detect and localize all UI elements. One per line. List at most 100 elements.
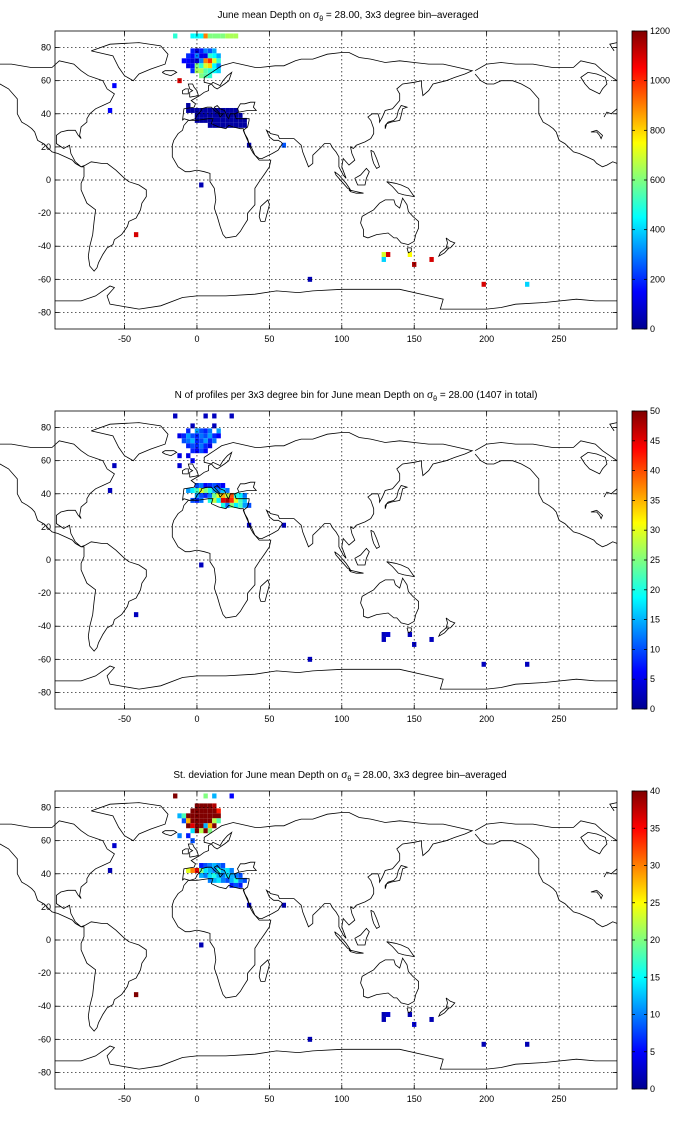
- colorbar-tick-label: 200: [650, 274, 665, 284]
- bin-cell: [207, 492, 213, 498]
- bin-cell: [190, 838, 195, 844]
- bin-cell: [216, 808, 221, 814]
- bin-cell: [190, 813, 195, 819]
- bin-cell: [173, 33, 178, 39]
- coastline-segment: [354, 167, 370, 186]
- x-tick-label: 150: [407, 714, 422, 724]
- bin-cell: [212, 823, 217, 829]
- bin-cell: [220, 497, 226, 503]
- bin-cell: [186, 813, 191, 819]
- bin-cell: [186, 833, 191, 839]
- bin-cell: [216, 33, 221, 39]
- bin-cell: [242, 877, 247, 883]
- bin-cell: [381, 636, 386, 642]
- bin-cell: [194, 48, 200, 54]
- bin-cell: [238, 872, 243, 878]
- y-tick-label: 80: [41, 423, 51, 433]
- bin-cell: [225, 117, 230, 123]
- coastline-segment: [55, 285, 617, 310]
- bin-cell: [207, 433, 213, 439]
- coastline-segment: [406, 627, 412, 634]
- bin-cell: [229, 867, 234, 873]
- coastline-segment: [0, 820, 147, 1032]
- bin-cell: [233, 872, 239, 878]
- bin-cell: [186, 438, 191, 444]
- coastline-segment: [171, 118, 272, 239]
- bin-cell: [525, 1041, 530, 1047]
- map-panel-st-deviation: St. deviation for June mean Depth on σθ …: [0, 770, 660, 1104]
- x-tick-label: 200: [479, 1094, 494, 1104]
- bin-cell: [199, 823, 204, 829]
- bin-cell: [225, 492, 230, 498]
- x-axis-ticks: -50 0 50 100 150 200 250: [118, 791, 567, 1104]
- bin-cell: [203, 73, 208, 79]
- bin-cell: [203, 443, 208, 449]
- bin-cell: [203, 793, 208, 799]
- bin-cell: [186, 487, 191, 493]
- bin-cell: [381, 1016, 386, 1022]
- bin-cell: [242, 497, 247, 503]
- coastline-segment: [590, 129, 603, 140]
- colorbar-tick-label: 800: [650, 125, 665, 135]
- bin-cell: [199, 562, 204, 568]
- x-tick-label: 0: [194, 1094, 199, 1104]
- bin-cell: [207, 872, 213, 878]
- bin-cell: [186, 433, 191, 439]
- bin-cell: [203, 63, 208, 69]
- coastline-segment: [258, 199, 270, 222]
- bin-cell: [225, 107, 230, 113]
- bin-cell: [199, 808, 204, 814]
- coastline-segment: [360, 957, 419, 1006]
- colorbar-tick-label: 5: [650, 1047, 655, 1057]
- colorbar-tick-label: 25: [650, 555, 660, 565]
- y-tick-label: -80: [38, 687, 51, 697]
- bin-cell: [212, 117, 217, 123]
- bin-cell: [181, 433, 187, 439]
- coastline-segment: [334, 931, 351, 951]
- coastline-segment: [91, 42, 169, 82]
- bin-cell: [212, 53, 217, 59]
- bin-cell: [212, 112, 217, 118]
- bin-cell: [229, 497, 234, 503]
- bin-cell: [212, 872, 217, 878]
- bin-cell: [190, 53, 195, 59]
- bin-cell: [307, 656, 313, 662]
- bin-cell: [233, 877, 239, 883]
- coastline-segment: [603, 108, 618, 118]
- bin-cell: [233, 502, 239, 508]
- colorbar-tick-label: 20: [650, 585, 660, 595]
- bin-cell: [212, 63, 217, 69]
- bin-cell: [407, 632, 413, 637]
- bin-cell: [229, 882, 234, 888]
- bin-cell: [190, 828, 195, 834]
- bin-cell: [229, 492, 234, 498]
- colorbar-tick-label: 25: [650, 898, 660, 908]
- coastline-segment: [445, 237, 456, 249]
- bin-cell: [203, 872, 208, 878]
- bin-cell: [186, 103, 191, 108]
- bin-cell: [212, 808, 217, 814]
- y-axis-ticks: -80 -60 -40 -20 0 20 40 60 80: [38, 803, 617, 1077]
- bin-cell: [199, 443, 204, 449]
- y-tick-label: -20: [38, 208, 51, 218]
- bin-cell: [190, 448, 195, 454]
- bin-cell: [212, 58, 217, 64]
- x-tick-label: 200: [479, 334, 494, 344]
- coastline-segment: [0, 60, 147, 272]
- bin-cell: [190, 867, 195, 873]
- bin-cell: [216, 53, 221, 59]
- bin-cell: [199, 48, 204, 54]
- bin-cell: [229, 877, 234, 883]
- bin-cell: [233, 497, 239, 503]
- coastline-segment: [182, 848, 189, 855]
- bin-cell: [216, 58, 221, 64]
- bin-cell: [199, 58, 204, 64]
- y-tick-label: 80: [41, 43, 51, 53]
- bin-cell: [173, 413, 178, 419]
- bin-cell: [199, 492, 204, 498]
- bin-cell: [186, 107, 191, 113]
- bin-cell: [203, 428, 208, 434]
- bin-cell: [194, 823, 200, 829]
- bin-cell: [242, 502, 247, 508]
- bin-cell: [199, 448, 204, 454]
